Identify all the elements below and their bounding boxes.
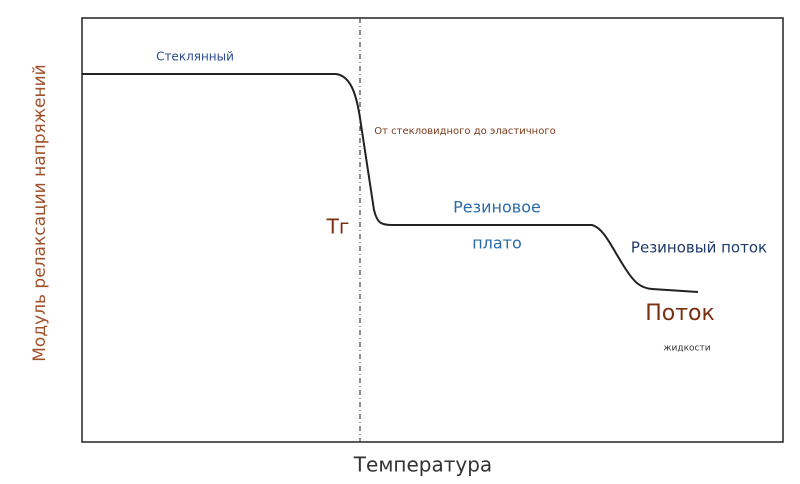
rubbery-flow-label: Резиновый поток: [631, 239, 767, 257]
plateau-label: Резиновое: [453, 198, 541, 217]
transition-label: От стекловидного до эластичного: [374, 126, 555, 137]
plot-frame: [81, 17, 784, 443]
glassy-label: Стеклянный: [156, 50, 234, 64]
liquid-flow-label: жидкости: [663, 344, 710, 354]
x-axis-label: Температура: [353, 453, 492, 477]
liquid-flow-label: Поток: [645, 301, 715, 326]
modulus-curve: [82, 73, 699, 293]
tg-label: Тг: [326, 215, 350, 239]
y-axis-label: Модуль релаксации напряжений: [30, 64, 50, 361]
plateau-label: плато: [472, 234, 522, 253]
